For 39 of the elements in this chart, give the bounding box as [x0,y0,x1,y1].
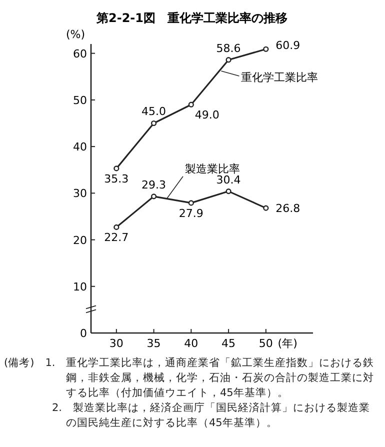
text: 2. 製造業比率は，経済企画庁「国民経済計算」における製造業の国民純生産に対する比率（45年基準）。 [51,401,372,431]
y-tick-label: 20 [73,234,87,247]
x-tick-label: 45 [222,337,236,350]
x-axis-title: (年) [278,337,298,350]
point [188,200,194,206]
x-tick-label: 40 [184,337,198,350]
legend-label: 重化学工業比率 [241,71,318,84]
x-tick-label: 50 [258,337,273,350]
data-label: 26.8 [276,202,300,216]
point [150,194,157,200]
point [263,46,269,52]
text: (備考) 1. 重化学工業比率は，通商産業省「鉱工業生産指数」における鉄鋼，非鉄金属，機械，化学，石油・石炭の合計の製造工業に対する比率（付加価値ウエイト，45年基準）。 [4,356,376,401]
data-label: 60.9 [276,39,300,52]
point [114,166,120,172]
data-label: 49.0 [194,108,220,122]
x-tick-label: 30 [109,337,124,350]
y-axis-title: (%) [66,28,85,41]
point [188,102,194,108]
y-tick-label: 30 [73,187,87,200]
point [114,224,120,230]
y-tick-label: 0 [80,327,87,340]
y-tick-label: 10 [73,280,87,294]
data-label: 22.7 [104,231,129,244]
data-label: 27.9 [178,206,204,220]
data-label: 45.0 [142,105,166,118]
data-label: 35.3 [104,172,129,186]
point [263,205,269,211]
y-tick-label: 60 [73,47,87,60]
point [150,120,157,126]
series-label: 製造業比率 [185,162,240,176]
data-label: 58.6 [216,42,241,55]
x-tick-label: 35 [146,337,161,350]
data-label: 29.3 [142,178,166,192]
point [226,57,232,63]
data-label: 30.4 [216,173,241,186]
chart-title: 第2-2-1図 重化学工業比率の推移 [95,11,288,25]
point [226,188,232,194]
y-tick-label: 40 [73,140,87,154]
y-tick-label: 50 [73,94,87,107]
